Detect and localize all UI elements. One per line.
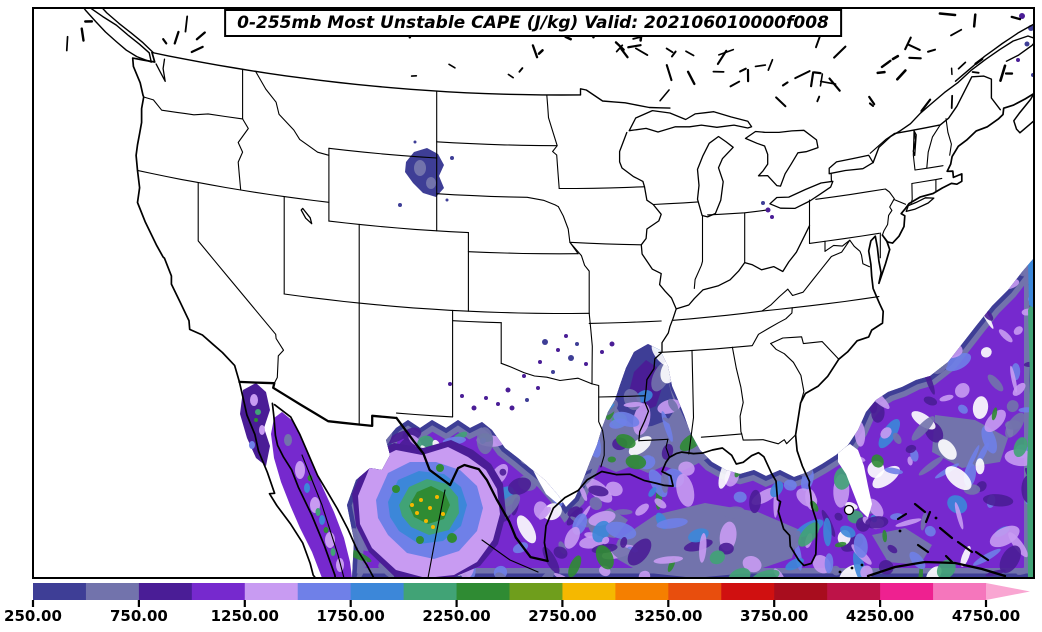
colorbar-segment: [456, 583, 510, 600]
colorbar-segment: [33, 583, 87, 600]
colorbar-segment: [827, 583, 881, 600]
colorbar-tick-label: 250.00: [4, 607, 62, 625]
colorbar-segment: [85, 583, 140, 600]
colorbar-tick-label: 750.00: [110, 607, 168, 625]
colorbar: 250.00 750.00 1250.00 1750.00 2250.00 2750.00…: [4, 583, 1030, 625]
colorbar-tick-label: 4750.00: [952, 607, 1020, 625]
colorbar-segment: [668, 583, 722, 600]
colorbar-arrow: [986, 583, 1030, 600]
colorbar-segment: [615, 583, 669, 600]
colorbar-tick-label: 2250.00: [422, 607, 490, 625]
plot-title: 0-255mb Most Unstable CAPE (J/kg) Valid:…: [224, 9, 842, 37]
colorbar-segment: [138, 583, 193, 600]
colorbar-segment: [403, 583, 458, 600]
colorbar-segment: [297, 583, 352, 600]
main-cape-field: [347, 258, 1034, 578]
plot-title-text: 0-255mb Most Unstable CAPE (J/kg) Valid:…: [237, 13, 829, 33]
colorbar-segment: [880, 583, 934, 600]
colorbar-segment: [244, 583, 299, 600]
colorbar-tick-label: 1250.00: [211, 607, 279, 625]
colorbar-segment: [562, 583, 616, 600]
colorbar-segment: [774, 583, 828, 600]
cape-shading-layer: [240, 13, 1034, 578]
colorbar-tick-label: 3250.00: [634, 607, 702, 625]
colorbar-tick-label: 2750.00: [528, 607, 596, 625]
colorbar-tick-label: 1750.00: [317, 607, 385, 625]
colorbar-segment: [191, 583, 246, 600]
geography-layer: [83, 8, 1034, 578]
islands-layer: [838, 502, 1007, 578]
colorbar-tick-label: 3750.00: [740, 607, 808, 625]
colorbar-segment: [721, 583, 775, 600]
northern-plains-cape-blob: [398, 140, 454, 207]
colorbar-segment: [933, 583, 987, 600]
map-clip-group: [65, 8, 1034, 578]
colorbar-tick-label: 4250.00: [846, 607, 914, 625]
map-frame: [32, 7, 1035, 579]
scattered-cape-specks: [448, 13, 1034, 411]
colorbar-segment: [350, 583, 405, 600]
colorbar-segment: [509, 583, 563, 600]
